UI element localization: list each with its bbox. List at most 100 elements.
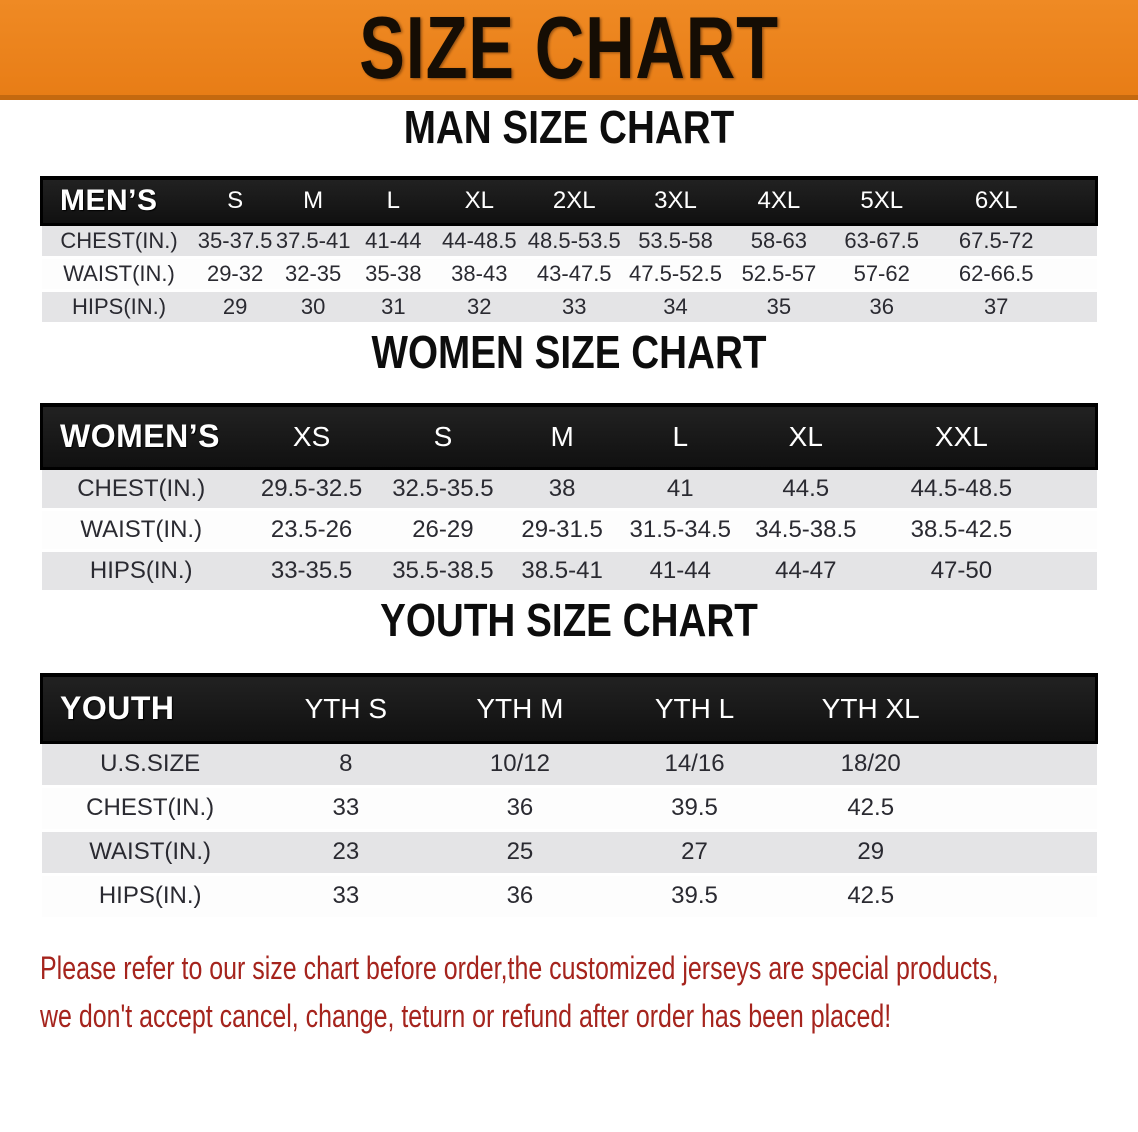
measurement-value: 37 <box>932 290 1060 325</box>
measurement-value: 37.5-41 <box>273 224 353 259</box>
women-size-table: WOMEN’S XS S M L XL XXL CHEST(IN.) 29.5-32.5 32.5… <box>39 402 1099 593</box>
size-column-header: XL <box>433 176 525 226</box>
spacer-cell <box>959 742 1097 788</box>
measurement-label: HIPS(IN.) <box>41 874 259 920</box>
size-column-header: L <box>352 176 434 226</box>
measurement-value: 39.5 <box>606 786 783 832</box>
size-column-header: M <box>273 176 353 226</box>
measurement-value: 29-32 <box>196 257 274 292</box>
measurement-value: 38.5-42.5 <box>871 509 1052 552</box>
measurement-value: 47-50 <box>871 550 1052 593</box>
order-disclaimer: Please refer to our size chart before or… <box>40 944 1138 1040</box>
table-title: MEN’S <box>39 176 197 226</box>
measurement-value: 26-29 <box>382 509 504 552</box>
size-column-header: 4XL <box>727 176 831 226</box>
table-title: WOMEN’S <box>39 402 241 470</box>
measurement-label: CHEST(IN.) <box>41 786 259 832</box>
size-chart-banner: SIZE CHART <box>0 0 1138 100</box>
women-section: WOMEN SIZE CHART WOMEN’S XS S M L XL XXL CHEST(… <box>0 325 1138 593</box>
measurement-value: 18/20 <box>782 742 960 788</box>
measurement-value: 43-47.5 <box>524 257 624 292</box>
size-column-header: YTH XL <box>782 673 960 744</box>
measurement-value: 36 <box>432 786 607 832</box>
measurement-value: 34.5-38.5 <box>739 509 872 552</box>
measurement-value: 31 <box>352 290 434 325</box>
measurement-value: 53.5-58 <box>623 224 728 259</box>
measurement-value: 30 <box>273 290 353 325</box>
measurement-value: 38 <box>503 468 621 511</box>
size-column-header: M <box>503 402 621 470</box>
measurement-value: 33 <box>524 290 624 325</box>
measurement-value: 25 <box>432 830 607 876</box>
measurement-label: HIPS(IN.) <box>41 550 241 593</box>
measurement-value: 8 <box>258 742 433 788</box>
spacer-cell <box>1059 224 1097 259</box>
measurement-value: 47.5-52.5 <box>623 257 728 292</box>
size-column-header: 6XL <box>932 176 1060 226</box>
spacer-cell <box>1059 290 1097 325</box>
spacer-cell <box>1051 468 1097 511</box>
spacer-cell <box>1059 176 1099 226</box>
men-size-table: MEN’S S M L XL 2XL 3XL 4XL 5XL 6XL CHEST(IN.) 35-37… <box>39 176 1099 325</box>
measurement-value: 38-43 <box>433 257 525 292</box>
measurement-label: CHEST(IN.) <box>41 224 197 259</box>
size-column-header: S <box>196 176 274 226</box>
measurement-value: 52.5-57 <box>727 257 831 292</box>
measurement-value: 44-48.5 <box>433 224 525 259</box>
banner-title: SIZE CHART <box>359 0 779 97</box>
measurement-label: WAIST(IN.) <box>41 830 259 876</box>
youth-section: YOUTH SIZE CHART YOUTH YTH S YTH M YTH L YTH… <box>0 593 1138 920</box>
men-section: MAN SIZE CHART MEN’S S M L XL 2XL 3XL 4XL 5XL 6XL… <box>0 100 1138 325</box>
disclaimer-line-1: Please refer to our size chart before or… <box>40 949 999 986</box>
size-column-header: XL <box>739 402 872 470</box>
measurement-label: U.S.SIZE <box>41 742 259 788</box>
measurement-value: 44.5-48.5 <box>871 468 1052 511</box>
size-column-header: YTH L <box>606 673 783 744</box>
spacer-cell <box>1051 550 1097 593</box>
spacer-cell <box>959 830 1097 876</box>
measurement-value: 36 <box>432 874 607 920</box>
measurement-label: CHEST(IN.) <box>41 468 241 511</box>
measurement-value: 33-35.5 <box>240 550 383 593</box>
measurement-value: 63-67.5 <box>830 224 933 259</box>
measurement-label: WAIST(IN.) <box>41 257 197 292</box>
measurement-value: 29 <box>782 830 960 876</box>
disclaimer-line-2: we don't accept cancel, change, teturn o… <box>40 997 892 1034</box>
measurement-value: 62-66.5 <box>932 257 1060 292</box>
size-column-header: L <box>620 402 740 470</box>
measurement-value: 42.5 <box>782 786 960 832</box>
size-column-header: 5XL <box>830 176 933 226</box>
measurement-value: 57-62 <box>830 257 933 292</box>
measurement-value: 42.5 <box>782 874 960 920</box>
measurement-value: 35 <box>727 290 831 325</box>
measurement-value: 67.5-72 <box>932 224 1060 259</box>
measurement-value: 14/16 <box>606 742 783 788</box>
measurement-value: 41-44 <box>352 224 434 259</box>
size-column-header: S <box>382 402 504 470</box>
measurement-value: 10/12 <box>432 742 607 788</box>
measurement-value: 35.5-38.5 <box>382 550 504 593</box>
measurement-value: 29.5-32.5 <box>240 468 383 511</box>
measurement-value: 33 <box>258 786 433 832</box>
spacer-cell <box>959 874 1097 920</box>
size-column-header: 3XL <box>623 176 728 226</box>
measurement-value: 34 <box>623 290 728 325</box>
measurement-value: 31.5-34.5 <box>620 509 740 552</box>
youth-size-table: YOUTH YTH S YTH M YTH L YTH XL U.S.SIZE 8 10/12… <box>39 673 1099 920</box>
measurement-value: 44.5 <box>739 468 872 511</box>
women-size-chart-heading: WOMEN SIZE CHART <box>371 325 767 378</box>
measurement-value: 32 <box>433 290 525 325</box>
measurement-value: 38.5-41 <box>503 550 621 593</box>
measurement-value: 44-47 <box>739 550 872 593</box>
size-column-header: 2XL <box>524 176 624 226</box>
spacer-cell <box>1059 257 1097 292</box>
spacer-cell <box>1051 509 1097 552</box>
measurement-value: 23 <box>258 830 433 876</box>
measurement-value: 23.5-26 <box>240 509 383 552</box>
measurement-value: 29-31.5 <box>503 509 621 552</box>
measurement-value: 36 <box>830 290 933 325</box>
spacer-cell <box>959 786 1097 832</box>
size-column-header: YTH M <box>432 673 607 744</box>
measurement-value: 39.5 <box>606 874 783 920</box>
